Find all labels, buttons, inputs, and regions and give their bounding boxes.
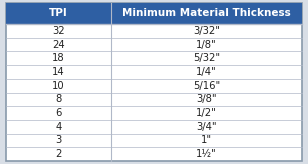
Text: 14: 14: [52, 67, 65, 77]
Bar: [6, 3, 302, 24]
Text: 1½": 1½": [196, 149, 217, 159]
Text: 8: 8: [55, 94, 61, 104]
Text: 24: 24: [52, 40, 65, 50]
Text: 3/4": 3/4": [197, 122, 217, 132]
Text: 10: 10: [52, 81, 65, 91]
Text: 2: 2: [55, 149, 61, 159]
Text: 1": 1": [201, 135, 212, 145]
Text: 18: 18: [52, 53, 65, 63]
Text: 1/8": 1/8": [196, 40, 217, 50]
Text: 5/16": 5/16": [193, 81, 220, 91]
Text: 4: 4: [55, 122, 61, 132]
Text: 1/2": 1/2": [196, 108, 217, 118]
Text: 6: 6: [55, 108, 61, 118]
Text: 3: 3: [55, 135, 61, 145]
Text: TPI: TPI: [49, 9, 68, 19]
Text: 3/8": 3/8": [197, 94, 217, 104]
Text: Minimum Material Thickness: Minimum Material Thickness: [122, 9, 291, 19]
Text: 1/4": 1/4": [196, 67, 217, 77]
Text: 3/32": 3/32": [193, 26, 220, 36]
Text: 5/32": 5/32": [193, 53, 220, 63]
Text: 32: 32: [52, 26, 65, 36]
